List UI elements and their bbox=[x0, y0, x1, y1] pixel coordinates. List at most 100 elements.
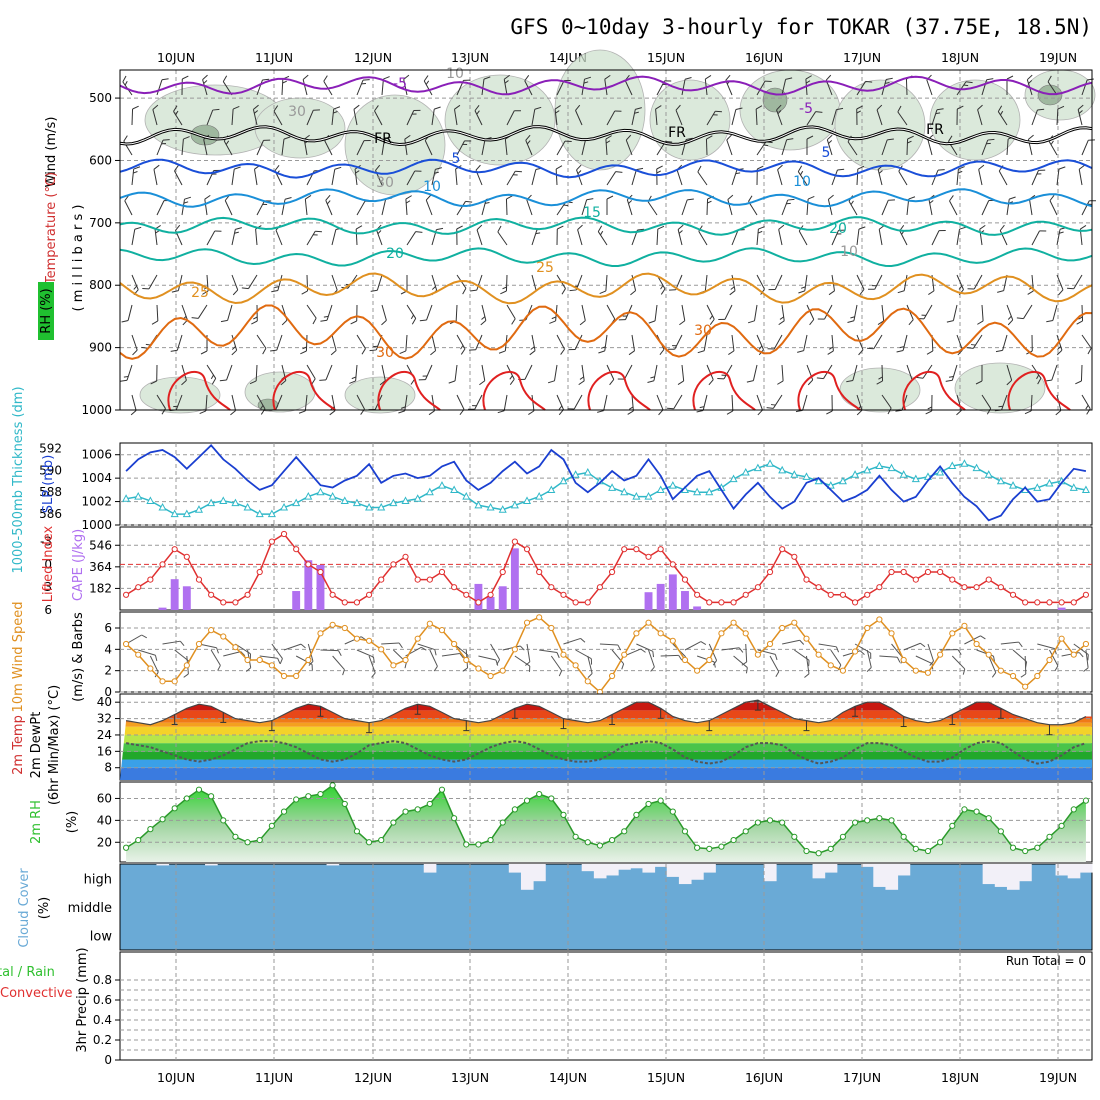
wind-barb bbox=[500, 274, 508, 295]
barb-staff bbox=[981, 394, 992, 409]
barb-staff bbox=[556, 394, 564, 410]
li-tick-label: 6 bbox=[44, 603, 52, 617]
barb-staff bbox=[998, 170, 1008, 186]
barb-flag bbox=[1050, 140, 1054, 145]
barb-flag bbox=[766, 407, 774, 409]
wind-barb bbox=[576, 164, 583, 186]
barb-flag bbox=[460, 345, 464, 350]
wind10-point bbox=[451, 640, 458, 648]
barb-flag bbox=[182, 75, 189, 80]
barb-staff bbox=[781, 199, 789, 216]
barb-staff bbox=[295, 655, 313, 665]
barb-flag bbox=[342, 669, 345, 676]
barb-staff bbox=[476, 229, 483, 246]
barb-flag bbox=[659, 349, 665, 356]
barb-staff bbox=[331, 274, 338, 291]
thickness-point bbox=[304, 492, 313, 500]
barb-staff bbox=[723, 364, 733, 380]
barb-staff bbox=[611, 649, 625, 665]
cloud-level-label: middle bbox=[68, 901, 112, 916]
barb-staff bbox=[705, 138, 708, 156]
barb-flag bbox=[655, 105, 662, 110]
precip-total-label: tal / Rain bbox=[0, 965, 55, 980]
contour-label: -5 bbox=[799, 101, 813, 117]
barb-flag bbox=[199, 410, 207, 414]
rh2m-point bbox=[365, 839, 373, 846]
lifted-index-point bbox=[888, 568, 895, 576]
barb-flag bbox=[474, 104, 480, 111]
barb-flag bbox=[929, 660, 934, 666]
wind10-barb bbox=[1049, 649, 1059, 672]
barb-flag bbox=[946, 320, 954, 323]
wind-barb bbox=[706, 110, 722, 126]
barb-flag bbox=[179, 640, 185, 646]
barb-flag bbox=[748, 195, 753, 202]
barb-flag bbox=[300, 643, 306, 649]
barb-flag bbox=[1006, 379, 1013, 386]
lifted-index-point bbox=[572, 599, 579, 606]
wind10-point bbox=[827, 662, 834, 669]
barb-staff bbox=[381, 364, 386, 381]
barb-flag bbox=[652, 651, 655, 658]
wind10-barb bbox=[381, 642, 403, 649]
wind-barb bbox=[204, 194, 211, 216]
barb-flag bbox=[231, 346, 236, 350]
barb-staff bbox=[156, 79, 163, 96]
tick-label: 0.2 bbox=[93, 1033, 112, 1047]
barb-flag bbox=[464, 140, 472, 142]
barb-flag bbox=[775, 671, 780, 678]
cape-bar bbox=[292, 591, 301, 610]
barb-flag bbox=[133, 166, 141, 170]
barb-staff bbox=[224, 200, 233, 216]
barb-staff bbox=[852, 364, 858, 381]
wind10-barb bbox=[417, 643, 437, 656]
wind-barb bbox=[627, 394, 634, 415]
barb-staff bbox=[927, 139, 933, 156]
wind-barb bbox=[756, 394, 763, 416]
wind-barb bbox=[778, 304, 785, 326]
wind-barb bbox=[781, 198, 795, 216]
tick-label: 1000 bbox=[81, 518, 112, 532]
thickness-point bbox=[1045, 478, 1054, 487]
barb-staff bbox=[431, 394, 435, 411]
barb-staff bbox=[210, 649, 221, 666]
wind-barb bbox=[256, 78, 270, 96]
wind-barb bbox=[827, 334, 834, 355]
barb-flag bbox=[434, 171, 439, 174]
wind-barb bbox=[330, 334, 337, 356]
barb-flag bbox=[132, 349, 138, 356]
barb-staff bbox=[778, 229, 783, 246]
barb-staff bbox=[1056, 169, 1060, 186]
tick-label: 32 bbox=[97, 712, 112, 726]
thickness-point bbox=[474, 500, 483, 509]
wind-barb bbox=[747, 304, 758, 324]
barb-flag bbox=[634, 111, 639, 114]
barb-flag bbox=[374, 105, 379, 112]
thickness-point bbox=[693, 487, 702, 496]
barb-flag bbox=[795, 409, 803, 413]
rh2m-point bbox=[159, 816, 166, 823]
wind-barb bbox=[597, 394, 608, 413]
barb-staff bbox=[903, 274, 908, 291]
cloud-gap bbox=[593, 864, 607, 879]
barb-staff bbox=[756, 394, 763, 411]
barb-flag bbox=[1055, 410, 1062, 416]
rh2m-point bbox=[195, 786, 203, 793]
barb-flag bbox=[927, 406, 933, 410]
barb-flag bbox=[279, 658, 283, 665]
barb-staff bbox=[374, 110, 383, 126]
cloud-gap bbox=[982, 864, 996, 885]
tick-label: 60 bbox=[97, 791, 112, 805]
wind-barb bbox=[556, 334, 565, 355]
wind-barb bbox=[454, 104, 461, 126]
wind-barb bbox=[806, 135, 814, 155]
barb-flag bbox=[302, 346, 307, 350]
barb-staff bbox=[425, 364, 433, 380]
rh2m-point bbox=[147, 826, 154, 833]
barb-staff bbox=[881, 364, 884, 382]
wind-barb bbox=[606, 110, 622, 126]
wind-barb bbox=[578, 364, 585, 386]
barb-flag bbox=[872, 285, 877, 287]
barb-flag bbox=[717, 377, 725, 380]
barb-staff bbox=[227, 304, 233, 321]
